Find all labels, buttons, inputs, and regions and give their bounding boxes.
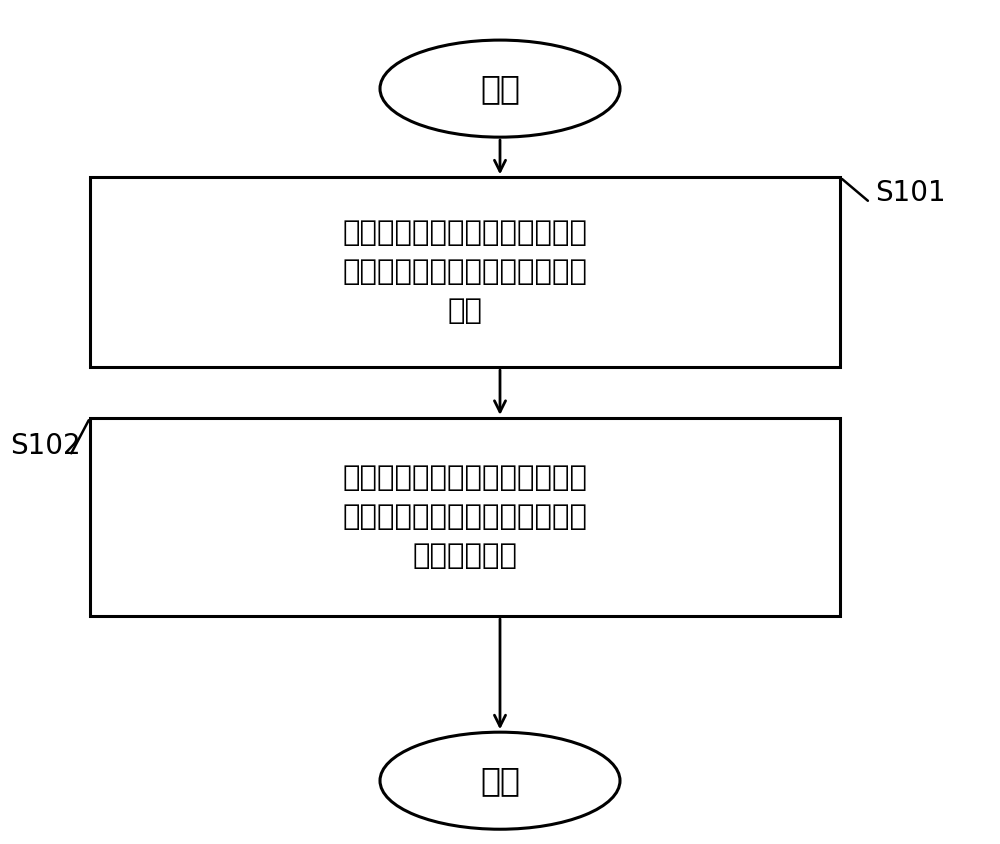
Text: 开始: 开始 <box>480 72 520 106</box>
Ellipse shape <box>380 732 620 829</box>
Text: 结束: 结束 <box>480 764 520 798</box>
Bar <box>90 418 840 616</box>
Text: 采集移动终端的当前温度，根据
当前温度所属的温度范围显示对
应的显示图片: 采集移动终端的当前温度，根据 当前温度所属的温度范围显示对 应的显示图片 <box>342 464 588 570</box>
Bar <box>90 177 840 367</box>
Text: 获取预设的移动终端在不同的温
度范围与显示图片的对应关系并
存储: 获取预设的移动终端在不同的温 度范围与显示图片的对应关系并 存储 <box>342 219 588 325</box>
Text: S102: S102 <box>10 432 81 460</box>
Ellipse shape <box>380 40 620 137</box>
Text: S101: S101 <box>875 179 946 207</box>
